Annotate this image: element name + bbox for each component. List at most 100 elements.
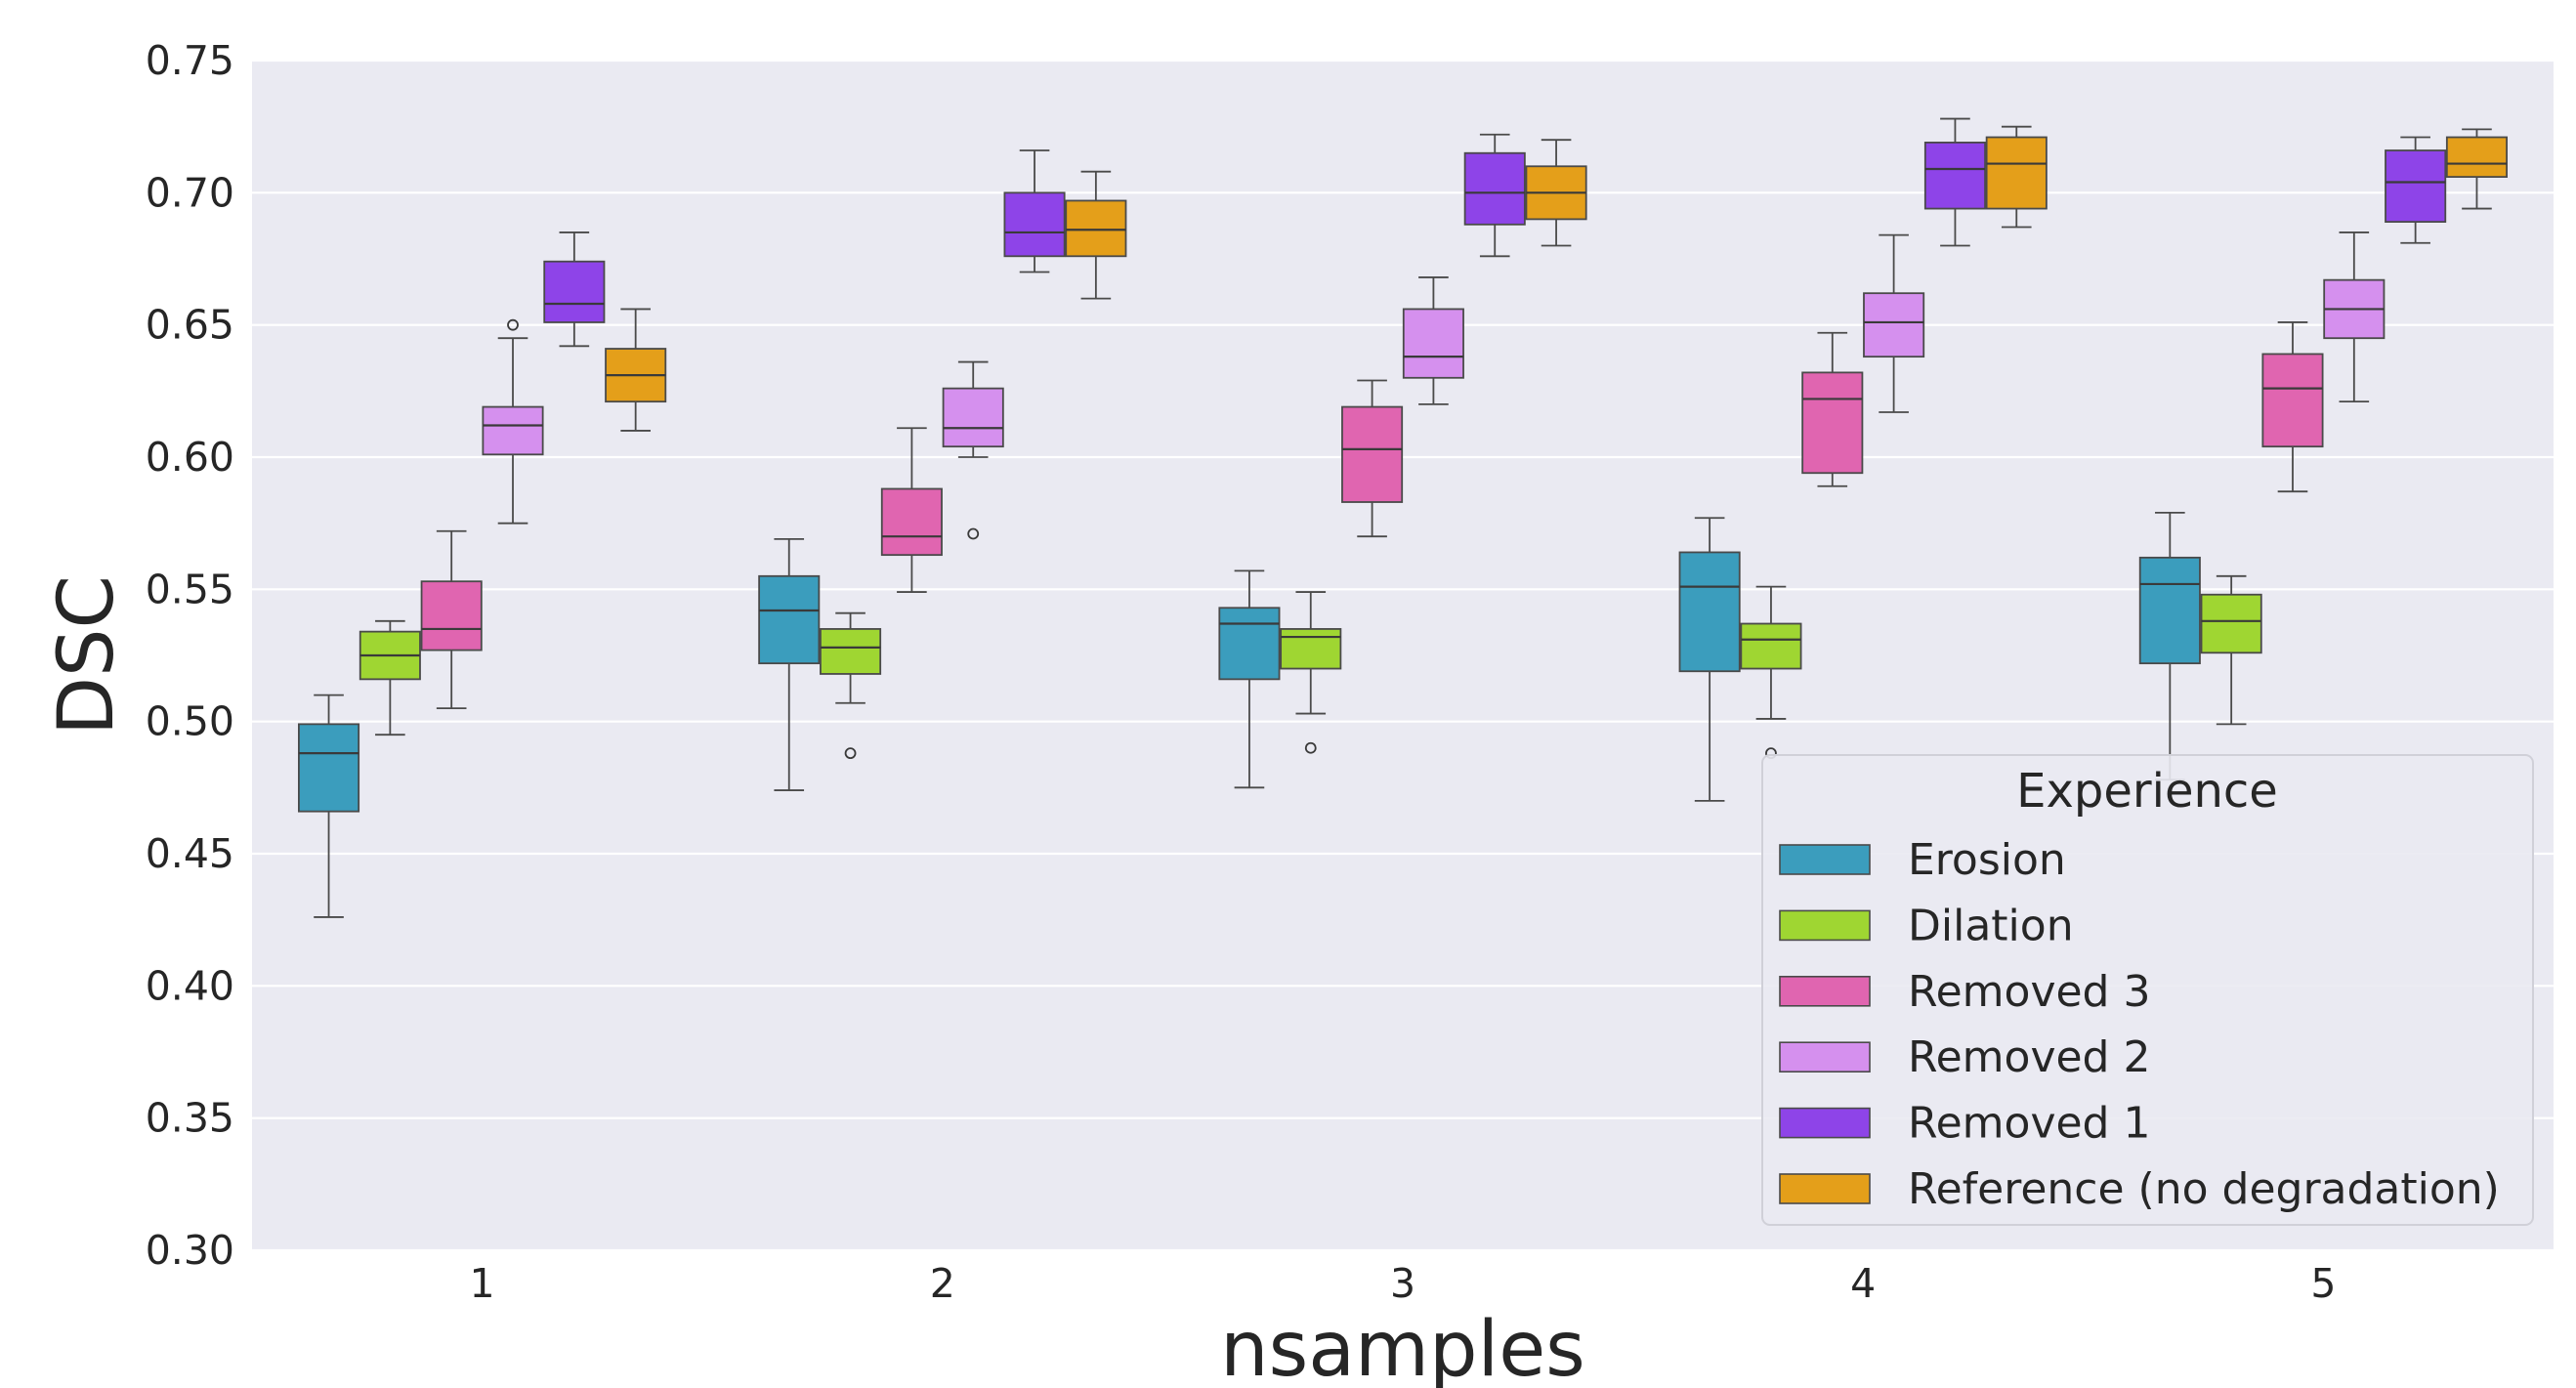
legend-frame [1761, 754, 2534, 1226]
box-removed-3-4 [1801, 331, 1864, 487]
legend-label: Erosion [1908, 835, 2066, 885]
box-erosion-3 [1218, 569, 1281, 789]
box-dilation-4 [1740, 585, 1802, 760]
box-dilation-1 [359, 619, 421, 736]
box-erosion-2 [758, 538, 821, 791]
box-removed-1-2 [1003, 149, 1066, 273]
y-tick-label: 0.50 [146, 698, 234, 745]
box-removed-3-3 [1341, 379, 1404, 538]
x-tick-label: 3 [1390, 1260, 1415, 1307]
box-removed-1-3 [1463, 133, 1526, 258]
y-tick-label: 0.45 [146, 830, 234, 877]
y-axis-label: DSC [43, 575, 131, 736]
iqr-box [1218, 607, 1281, 681]
y-tick-label: 0.35 [146, 1095, 234, 1142]
iqr-box [1863, 292, 1925, 358]
legend-swatch [1779, 1107, 1871, 1139]
box-dilation-5 [2200, 574, 2262, 726]
box-reference-no-degradation--1 [605, 308, 667, 432]
legend-swatch [1779, 1173, 1871, 1204]
iqr-box [1678, 551, 1741, 673]
legend-label: Removed 2 [1908, 1032, 2150, 1082]
iqr-box [2445, 136, 2508, 178]
legend-label: Removed 1 [1908, 1099, 2150, 1149]
iqr-box [1740, 622, 1802, 670]
iqr-box [758, 574, 821, 665]
iqr-box [2261, 353, 2324, 448]
box-removed-3-5 [2261, 321, 2324, 493]
legend-swatch [1779, 844, 1871, 875]
legend-title: Experience [2016, 764, 2278, 819]
y-tick-label: 0.30 [146, 1227, 234, 1274]
x-tick-label: 4 [1850, 1260, 1876, 1307]
iqr-box [420, 580, 483, 652]
x-tick-labels: 1 2 3 4 5 [470, 1260, 2337, 1307]
box-removed-2-1 [482, 318, 544, 525]
legend-label: Reference (no degradation) [1908, 1164, 2500, 1214]
iqr-box [298, 723, 360, 813]
x-axis-label: nsamples [1220, 1306, 1585, 1388]
box-removed-2-2 [942, 360, 1004, 540]
legend-item: Erosion [1779, 835, 2066, 885]
box-dilation-2 [820, 611, 882, 760]
box-erosion-4 [1678, 517, 1741, 802]
outlier-point [1304, 741, 1317, 754]
y-tick-label: 0.75 [146, 37, 234, 84]
boxes [298, 117, 2508, 918]
iqr-box [2385, 149, 2447, 224]
y-tick-label: 0.70 [146, 169, 234, 216]
iqr-box [880, 487, 943, 557]
outlier-point [967, 527, 980, 540]
iqr-box [820, 628, 882, 675]
iqr-box [942, 387, 1004, 448]
legend-item: Dilation [1779, 901, 2074, 950]
box-removed-1-1 [543, 231, 606, 348]
y-tick-label: 0.65 [146, 302, 234, 349]
box-reference-no-degradation--2 [1065, 170, 1127, 300]
box-removed-1-5 [2385, 136, 2447, 244]
iqr-box [2200, 593, 2262, 654]
box-removed-2-5 [2323, 231, 2386, 403]
box-removed-3-1 [420, 529, 483, 710]
legend-items: Erosion Dilation Removed 3 Removed 2 Removed… [1779, 835, 2500, 1214]
iqr-box [2138, 556, 2201, 665]
y-tick-label: 0.55 [146, 566, 234, 612]
y-tick-label: 0.40 [146, 962, 234, 1009]
box-dilation-3 [1280, 591, 1342, 754]
box-removed-1-4 [1923, 117, 1986, 247]
legend-swatch [1779, 909, 1871, 942]
legend: Experience Erosion Dilation Removed 3 Remov… [1761, 754, 2534, 1226]
iqr-box [1463, 151, 1526, 226]
legend-item: Reference (no degradation) [1779, 1164, 2500, 1214]
legend-swatch [1779, 975, 1871, 1007]
legend-item: Removed 3 [1779, 967, 2150, 1017]
box-removed-2-3 [1402, 276, 1464, 405]
box-reference-no-degradation--4 [1985, 125, 2048, 229]
iqr-box [1003, 191, 1066, 258]
box-erosion-1 [298, 694, 360, 918]
iqr-box [1985, 136, 2048, 210]
legend-swatch [1779, 1041, 1871, 1073]
iqr-box [1065, 199, 1127, 258]
iqr-box [543, 260, 606, 323]
y-tick-labels: 0.30 0.35 0.40 0.45 0.50 0.55 0.60 0.65 0.70 0.75 [146, 37, 234, 1274]
x-tick-label: 1 [470, 1260, 495, 1307]
box-erosion-5 [2138, 511, 2201, 781]
box-reference-no-degradation--3 [1525, 139, 1587, 247]
iqr-box [482, 405, 544, 456]
legend-label: Dilation [1908, 901, 2074, 950]
legend-label: Removed 3 [1908, 967, 2150, 1017]
outlier-point [844, 747, 857, 760]
iqr-box [1923, 142, 1986, 210]
x-tick-label: 2 [930, 1260, 955, 1307]
y-tick-label: 0.60 [146, 434, 234, 481]
legend-item: Removed 1 [1779, 1099, 2150, 1149]
x-tick-label: 5 [2310, 1260, 2336, 1307]
iqr-box [1341, 405, 1404, 503]
legend-item: Removed 2 [1779, 1032, 2150, 1082]
box-removed-2-4 [1863, 233, 1925, 413]
box-reference-no-degradation--5 [2445, 128, 2508, 210]
iqr-box [1402, 308, 1464, 379]
